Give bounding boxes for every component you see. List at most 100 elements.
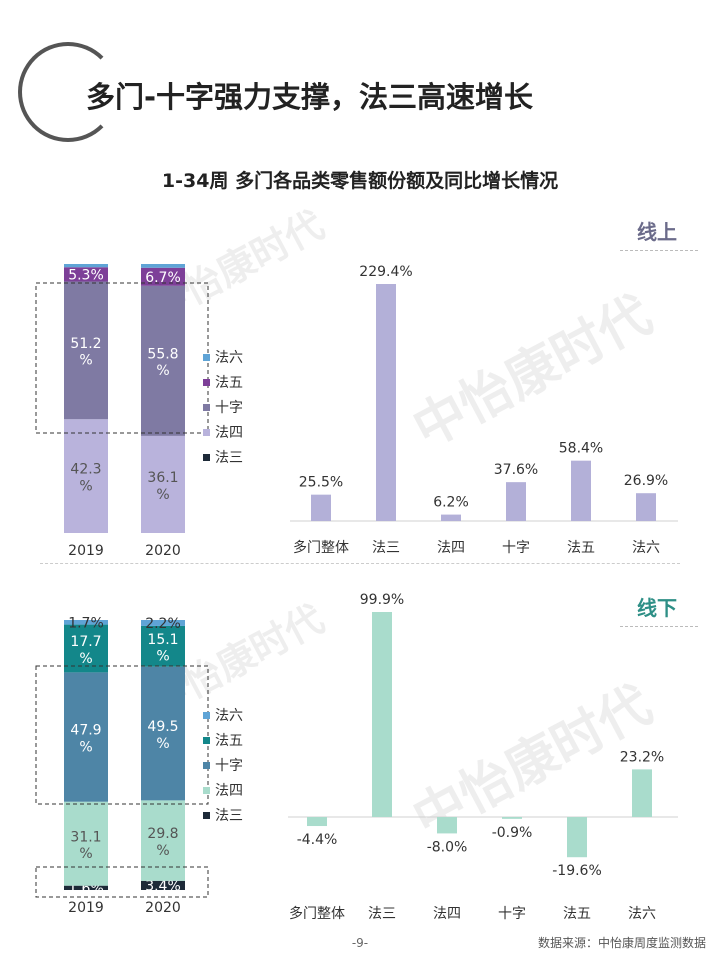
x-tick-label: 2020 bbox=[145, 900, 181, 916]
legend-label: 法五 bbox=[215, 375, 243, 391]
page-number: -9- bbox=[351, 936, 369, 950]
highlight-box bbox=[35, 866, 209, 898]
legend-marker bbox=[203, 379, 210, 386]
growth-bar bbox=[636, 493, 656, 521]
highlight-box bbox=[35, 665, 209, 805]
segment-label: 15.1% bbox=[147, 632, 178, 665]
stack-segment-法六 bbox=[64, 264, 108, 268]
x-tick-label: 法三 bbox=[368, 906, 396, 922]
growth-bar bbox=[376, 284, 396, 521]
legend-label: 法六 bbox=[215, 350, 243, 366]
legend-marker bbox=[203, 812, 210, 819]
data-label: -8.0% bbox=[427, 839, 468, 855]
stack-segment-法五 bbox=[141, 267, 185, 286]
legend-label: 法三 bbox=[215, 808, 243, 824]
growth-bar bbox=[502, 817, 522, 819]
legend-label: 十字 bbox=[215, 758, 243, 774]
online-tag-line bbox=[620, 250, 698, 251]
legend-label: 法三 bbox=[215, 450, 243, 466]
segment-label: 49.5% bbox=[147, 719, 178, 752]
segment-label: 29.8% bbox=[147, 826, 178, 859]
stack-segment-法四 bbox=[64, 419, 108, 533]
growth-bar bbox=[567, 817, 587, 858]
stack-segment-法五 bbox=[64, 624, 108, 673]
legend-label: 法五 bbox=[215, 733, 243, 749]
legend-marker bbox=[203, 354, 210, 361]
stack-segment-法四 bbox=[141, 435, 185, 533]
stack-segment-十字 bbox=[64, 672, 108, 802]
data-label: -4.4% bbox=[297, 832, 338, 848]
x-tick-label: 法五 bbox=[563, 906, 591, 922]
legend-label: 十字 bbox=[215, 400, 243, 416]
data-label: 37.6% bbox=[494, 462, 538, 478]
data-label: 25.5% bbox=[299, 475, 343, 491]
stack-segment-法六 bbox=[141, 264, 185, 268]
stack-segment-法六 bbox=[64, 620, 108, 625]
x-tick-label: 法四 bbox=[433, 906, 461, 922]
legend-label: 法六 bbox=[215, 708, 243, 724]
segment-label: 55.8% bbox=[147, 346, 178, 379]
x-tick-label: 法四 bbox=[437, 540, 465, 556]
stack-segment-十字 bbox=[141, 285, 185, 436]
x-tick-label: 多门整体 bbox=[293, 539, 349, 556]
stack-segment-法五 bbox=[64, 267, 108, 282]
x-tick-label: 2020 bbox=[145, 543, 181, 559]
stack-segment-法六 bbox=[141, 620, 185, 626]
data-label: 229.4% bbox=[359, 264, 412, 280]
data-label: 58.4% bbox=[559, 441, 603, 457]
growth-bar bbox=[311, 494, 331, 521]
stack-segment-法五 bbox=[141, 625, 185, 667]
legend-marker bbox=[203, 454, 210, 461]
growth-bar bbox=[437, 817, 457, 834]
segment-label: 51.2% bbox=[70, 336, 101, 369]
stack-segment-法四 bbox=[64, 801, 108, 886]
legend-marker bbox=[203, 762, 210, 769]
growth-bar bbox=[441, 514, 461, 521]
segment-label: 47.9% bbox=[70, 723, 101, 756]
segment-label: 2.2% bbox=[145, 616, 181, 632]
title-arc-decoration bbox=[18, 42, 118, 142]
x-tick-label: 多门整体 bbox=[289, 905, 345, 922]
x-tick-label: 法六 bbox=[628, 906, 656, 922]
stack-segment-十字 bbox=[141, 666, 185, 801]
stack-segment-法三 bbox=[141, 880, 185, 890]
stack-segment-法三 bbox=[64, 885, 108, 890]
segment-label: 5.3% bbox=[68, 267, 104, 283]
x-tick-label: 2019 bbox=[68, 543, 104, 559]
growth-bar bbox=[307, 817, 327, 827]
legend-label: 法四 bbox=[215, 425, 243, 441]
data-label: 23.2% bbox=[620, 749, 664, 765]
segment-label: 17.7% bbox=[70, 634, 101, 667]
data-label: -19.6% bbox=[552, 863, 602, 879]
growth-bar bbox=[372, 612, 392, 817]
segment-label: 6.7% bbox=[145, 270, 181, 286]
x-tick-label: 法三 bbox=[372, 540, 400, 556]
data-label: 99.9% bbox=[360, 592, 404, 608]
growth-bar bbox=[571, 460, 591, 521]
growth-bar bbox=[632, 769, 652, 817]
online-panel-label: 线上 bbox=[637, 220, 677, 244]
x-tick-label: 2019 bbox=[68, 900, 104, 916]
stack-segment-十字 bbox=[64, 281, 108, 420]
legend-label: 法四 bbox=[215, 783, 243, 799]
legend-marker bbox=[203, 404, 210, 411]
data-label: -0.9% bbox=[492, 825, 533, 841]
legend-marker bbox=[203, 737, 210, 744]
data-source: 数据来源：中怡康周度监测数据 bbox=[537, 936, 706, 950]
section-separator bbox=[40, 563, 680, 564]
legend-marker bbox=[203, 429, 210, 436]
x-tick-label: 十字 bbox=[498, 906, 526, 922]
data-label: 6.2% bbox=[433, 495, 469, 511]
segment-label: 36.1% bbox=[147, 470, 178, 503]
legend-marker bbox=[203, 787, 210, 794]
segment-label: 3.4% bbox=[145, 878, 181, 894]
x-tick-label: 十字 bbox=[502, 540, 530, 556]
page-title: 多门-十字强力支撑，法三高速增长 bbox=[86, 80, 534, 114]
segment-label: 31.1% bbox=[70, 829, 101, 862]
x-tick-label: 法五 bbox=[567, 540, 595, 556]
chart-subtitle: 1-34周 多门各品类零售额份额及同比增长情况 bbox=[161, 170, 559, 192]
segment-label: 42.3% bbox=[70, 462, 101, 495]
x-tick-label: 法六 bbox=[632, 540, 660, 556]
offline-tag-line bbox=[620, 626, 698, 627]
